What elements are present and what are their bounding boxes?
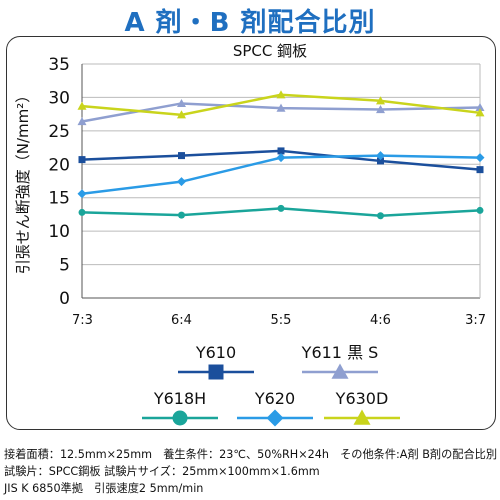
x-tick-label: 6:4 [171, 313, 192, 328]
data-point-y610 [78, 156, 86, 164]
data-point-y611-s [376, 104, 385, 114]
data-point-y611-s [276, 103, 286, 112]
data-point-y611-s [177, 98, 186, 108]
data-point-y620 [475, 153, 485, 163]
data-point-y630d [276, 90, 286, 99]
data-point-y618h [277, 204, 285, 212]
data-point-y618h [178, 211, 185, 219]
data-point-y618h [78, 208, 86, 216]
chart-title: SPCC 鋼板 [233, 42, 307, 60]
data-point-y610 [476, 166, 484, 174]
data-point-y611-s [77, 116, 87, 126]
x-tick-label: 4:6 [370, 313, 391, 328]
data-point-y610 [277, 147, 285, 155]
y-tick-label: 25 [48, 122, 70, 142]
y-tick-label: 15 [48, 189, 70, 209]
note-line-3: JIS K 6850準拠 引張速度2 5mm/min [4, 482, 204, 495]
data-point-y620 [276, 153, 286, 163]
legend-marker-y611-s [331, 363, 349, 379]
legend-marker-y618h [172, 410, 188, 426]
legend-label-y611-s: Y611 黒 S [301, 343, 379, 362]
data-point-y630d [77, 101, 87, 110]
legend-marker-y620 [266, 409, 284, 427]
data-point-y630d [475, 108, 485, 117]
note-line-1: 接着面積：12.5mm×25mm 養生条件：23℃、50%RH×24h その他条… [4, 448, 498, 461]
data-point-y610 [377, 157, 384, 165]
data-point-y620 [77, 189, 87, 199]
legend-label-y630d: Y630D [335, 389, 389, 408]
legend-label-y620: Y620 [254, 389, 295, 408]
x-tick-label: 7:3 [72, 313, 93, 328]
y-tick-label: 5 [59, 256, 70, 276]
data-point-y610 [178, 152, 185, 160]
data-point-y620 [177, 177, 186, 187]
test-conditions: 接着面積：12.5mm×25mm 養生条件：23℃、50%RH×24h その他条… [4, 446, 498, 497]
legend-label-y618h: Y618H [153, 389, 206, 408]
note-line-2: 試験片：SPCC鋼板 試験片サイズ：25mm×100mm×1.6mm [4, 465, 320, 478]
y-tick-label: 30 [48, 88, 70, 108]
data-point-y620 [376, 151, 385, 161]
data-point-y630d [177, 110, 186, 119]
data-point-y611-s [475, 102, 485, 112]
data-point-y618h [476, 206, 484, 214]
data-point-y618h [377, 212, 384, 220]
legend-marker-y630d [353, 409, 371, 425]
y-tick-label: 10 [48, 222, 70, 242]
x-tick-label: 3:7 [465, 313, 486, 328]
y-axis-label: 引張せん断強度（N/mm²） [14, 88, 32, 275]
y-tick-label: 35 [48, 55, 70, 75]
data-point-y630d [376, 96, 385, 105]
y-tick-label: 20 [48, 155, 70, 175]
legend-marker-y610 [208, 364, 224, 380]
legend-label-y610: Y610 [195, 343, 236, 362]
page-title: A 剤・B 剤配合比別 [124, 8, 376, 38]
x-tick-label: 5:5 [271, 313, 292, 328]
y-tick-label: 0 [59, 289, 70, 309]
